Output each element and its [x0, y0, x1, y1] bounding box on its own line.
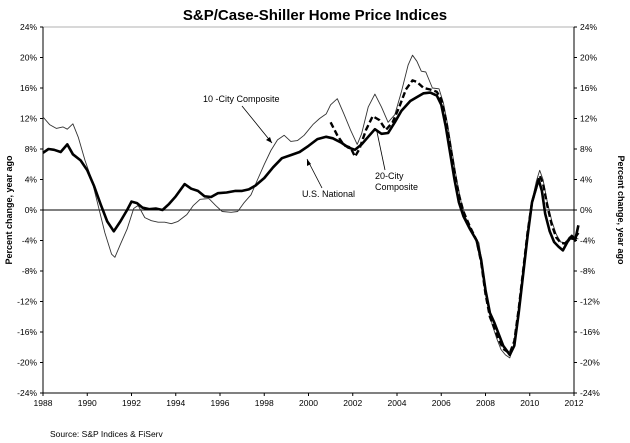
y-tick-label-right: 20% [580, 53, 597, 63]
annotation-10-city: 10 -City Composite [203, 94, 280, 104]
chart-title: S&P/Case-Shiller Home Price Indices [183, 7, 447, 24]
annotation-10-city-arrow [241, 105, 273, 144]
annotation-20-city-pointer [376, 131, 386, 171]
x-tick-label: 1992 [122, 398, 141, 408]
y-tick-label-left: -4% [22, 236, 38, 246]
x-ticks: 1988 1990 1992 1994 1996 1998 2000 2002 2004 2006… [34, 393, 584, 408]
annotation-20-city-line2: Composite [375, 182, 418, 192]
x-tick-label: 2000 [299, 398, 318, 408]
x-tick-label: 2010 [520, 398, 539, 408]
y-tick-label-left: -24% [17, 388, 37, 398]
y-tick-label-left: 20% [20, 53, 37, 63]
y-tick-label-left: 8% [25, 144, 38, 154]
series-line-20-city-composite [329, 79, 580, 355]
y-tick-label-left: -12% [17, 297, 37, 307]
y-tick-label-right: -16% [580, 327, 600, 337]
y-tick-label-right: 24% [580, 22, 597, 32]
series-line-10-city-composite [42, 54, 579, 359]
annotation-layer: 10 -City Composite U.S. National 20-City… [203, 94, 418, 199]
x-tick-label: 2012 [565, 398, 584, 408]
y-ticks-right: 24% 20% 16% 12% 8% 4% 0% -4% -8% -12% -16% -20% -24% [574, 22, 600, 398]
annotation-10-city-arrowhead [266, 137, 272, 143]
y-tick-label-right: 16% [580, 83, 597, 93]
x-tick-label: 1996 [211, 398, 230, 408]
y-tick-label-left: 24% [20, 22, 37, 32]
x-tick-label: 1994 [166, 398, 185, 408]
y-tick-label-left: -8% [22, 266, 38, 276]
y-tick-label-right: -4% [580, 236, 596, 246]
y-tick-label-right: 0% [580, 205, 593, 215]
y-tick-label-left: 0% [25, 205, 38, 215]
annotation-us-national-arrowhead [307, 159, 311, 166]
y-tick-label-left: 4% [25, 175, 38, 185]
y-tick-label-left: -16% [17, 327, 37, 337]
x-tick-label: 1990 [78, 398, 97, 408]
y-tick-label-right: -8% [580, 266, 596, 276]
annotation-us-national: U.S. National [302, 189, 355, 199]
y-tick-label-right: -20% [580, 358, 600, 368]
y-tick-label-right: 4% [580, 175, 593, 185]
y-axis-title-left: Percent change, year ago [4, 155, 14, 265]
x-tick-label: 2006 [432, 398, 451, 408]
y-tick-label-right: 12% [580, 114, 597, 124]
annotation-20-city-line1: 20-City [375, 171, 404, 181]
y-tick-label-left: 12% [20, 114, 37, 124]
series-layer [42, 54, 580, 359]
y-tick-label-left: 16% [20, 83, 37, 93]
y-tick-label-left: -20% [17, 358, 37, 368]
x-tick-label: 1988 [34, 398, 53, 408]
y-axis-title-right: Percent change, year ago [616, 155, 626, 265]
x-tick-label: 1998 [255, 398, 274, 408]
x-tick-label: 2004 [388, 398, 407, 408]
y-tick-label-right: -24% [580, 388, 600, 398]
series-line-u-s-national [42, 91, 580, 357]
source-note: Source: S&P Indices & FiServ [50, 429, 164, 439]
y-ticks-left: 24% 20% 16% 12% 8% 4% 0% -4% -8% -12% -16% -20% -24% [17, 22, 43, 398]
y-tick-label-right: -12% [580, 297, 600, 307]
x-tick-label: 2002 [343, 398, 362, 408]
x-tick-label: 2008 [476, 398, 495, 408]
y-tick-label-right: 8% [580, 144, 593, 154]
